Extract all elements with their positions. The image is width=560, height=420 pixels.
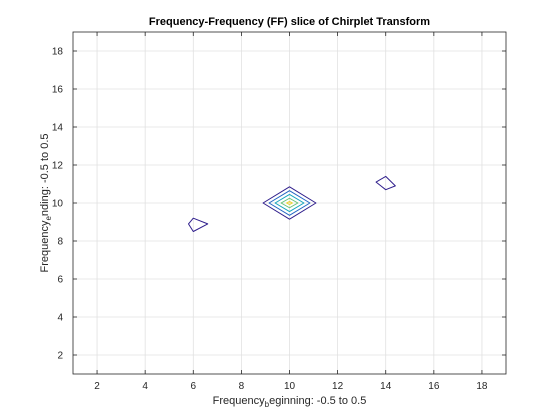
y-tick-label: 4 xyxy=(57,313,63,324)
y-tick-label: 6 xyxy=(57,275,63,286)
x-tick-label: 16 xyxy=(428,381,440,392)
x-axis-label-rest: eginning: -0.5 to 0.5 xyxy=(269,395,366,407)
y-tick-label: 18 xyxy=(52,47,64,58)
x-tick-label: 6 xyxy=(190,381,196,392)
x-axis-label-main: Frequency xyxy=(213,395,265,407)
x-tick-label: 4 xyxy=(142,381,148,392)
x-axis-label: Frequencybeginning: -0.5 to 0.5 xyxy=(213,395,367,409)
y-axis-label-main: Frequency xyxy=(39,220,51,272)
x-tick-label: 14 xyxy=(380,381,392,392)
contour-line-level-1 xyxy=(187,217,209,232)
contour-line-level-1 xyxy=(375,175,396,191)
contour-line-level-2 xyxy=(268,190,311,216)
y-tick-label: 8 xyxy=(57,237,63,248)
x-tick-label: 18 xyxy=(476,381,488,392)
grid xyxy=(73,32,506,374)
ticks xyxy=(73,32,506,374)
tick-labels: 2 4 6 8 10 12 14 16 18 2 4 6 8 10 12 14 16 18 xyxy=(52,47,488,393)
x-tick-label: 8 xyxy=(239,381,245,392)
y-tick-label: 2 xyxy=(57,351,63,362)
y-tick-label: 12 xyxy=(52,161,64,172)
y-tick-label: 16 xyxy=(52,85,64,96)
y-axis-label: Frequencyending: -0.5 to 0.5 xyxy=(39,134,53,273)
x-tick-label: 12 xyxy=(332,381,344,392)
x-axis-label-subscript: b xyxy=(265,400,270,409)
y-axis-label-rest: nding: -0.5 to 0.5 xyxy=(39,134,51,217)
y-tick-label: 10 xyxy=(52,199,64,210)
y-axis-label-subscript: e xyxy=(44,216,53,221)
x-tick-label: 10 xyxy=(284,381,296,392)
contour-lines xyxy=(187,175,396,232)
chart-title: Frequency-Frequency (FF) slice of Chirpl… xyxy=(149,16,430,28)
contour-line-level-5 xyxy=(286,200,293,206)
contour-line-level-3 xyxy=(274,193,305,213)
contour-line-level-4 xyxy=(280,197,299,209)
y-tick-label: 14 xyxy=(52,123,64,134)
contour-line-level-1 xyxy=(262,186,317,220)
x-tick-label: 2 xyxy=(94,381,100,392)
